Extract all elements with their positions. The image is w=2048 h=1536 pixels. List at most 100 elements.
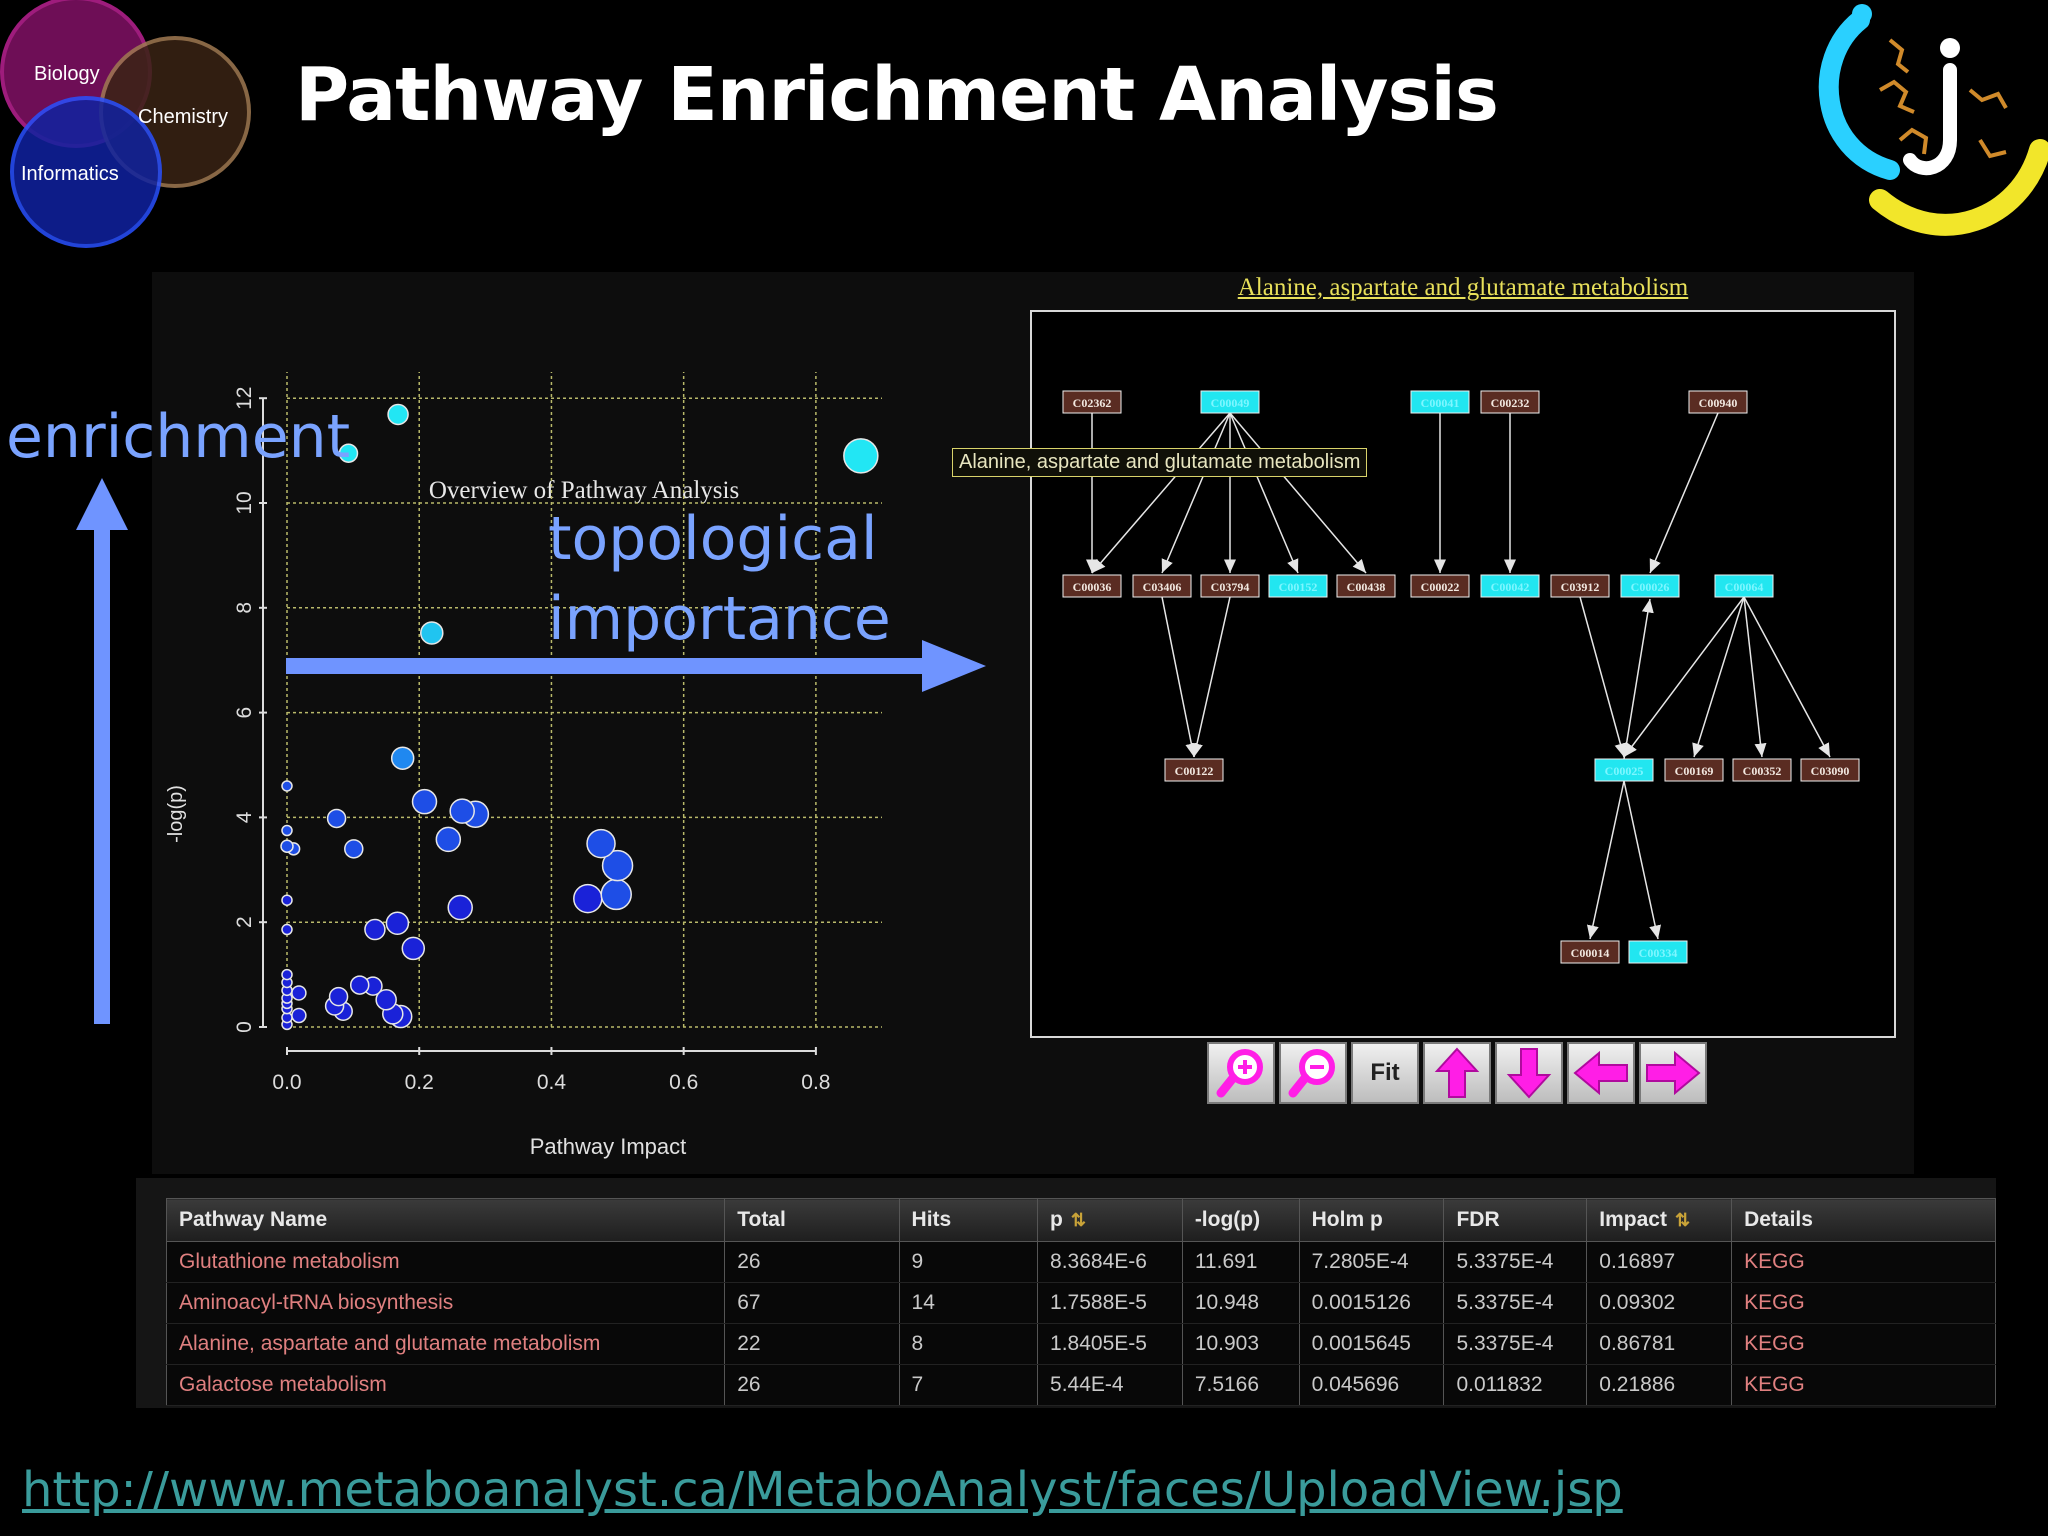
- pathway-point[interactable]: [385, 911, 410, 935]
- pathway-point[interactable]: [344, 839, 364, 859]
- pathway-point[interactable]: [281, 968, 293, 981]
- pathway-point[interactable]: [280, 839, 294, 853]
- pathway-point[interactable]: [349, 975, 370, 995]
- pathway-name-link[interactable]: Aminoacyl-tRNA biosynthesis: [165, 1282, 726, 1324]
- network-node[interactable]: C03406: [1132, 574, 1192, 598]
- pathway-point[interactable]: [338, 443, 359, 463]
- table-row[interactable]: Galactose metabolism 26 7 5.44E-4 7.5166 0.04…: [165, 1364, 1996, 1406]
- pathway-name-link[interactable]: Glutathione metabolism: [165, 1241, 726, 1283]
- pathway-point[interactable]: [390, 746, 415, 770]
- network-node[interactable]: C00026: [1620, 574, 1680, 598]
- network-node[interactable]: C00041: [1410, 390, 1470, 414]
- zoom-out-button[interactable]: [1279, 1042, 1347, 1104]
- pathway-point[interactable]: [291, 985, 307, 1001]
- col-header-impact[interactable]: Impact ⇅: [1586, 1198, 1733, 1242]
- network-node[interactable]: C00064: [1714, 574, 1774, 598]
- network-node[interactable]: C00025: [1594, 758, 1654, 782]
- network-node[interactable]: C00334: [1628, 940, 1688, 964]
- network-view[interactable]: C02362 C00049 C00041 C00232 C00940 C00036 C034…: [1030, 310, 1896, 1038]
- svg-text:C00025: C00025: [1605, 764, 1644, 778]
- pathway-point[interactable]: [375, 989, 397, 1011]
- pathway-point[interactable]: [281, 824, 293, 837]
- pathway-point[interactable]: [573, 883, 603, 914]
- pathway-point[interactable]: [420, 621, 444, 645]
- move-up-button[interactable]: [1423, 1042, 1491, 1104]
- pathway-point[interactable]: [328, 986, 349, 1007]
- svg-text:C00169: C00169: [1675, 764, 1714, 778]
- col-header-hits[interactable]: Hits: [898, 1198, 1039, 1242]
- move-down-button[interactable]: [1495, 1042, 1563, 1104]
- pathway-point[interactable]: [600, 878, 632, 911]
- svg-text:C03406: C03406: [1143, 580, 1182, 594]
- network-node[interactable]: C00049: [1200, 390, 1260, 414]
- details-link[interactable]: KEGG: [1731, 1282, 1996, 1324]
- table-cell: 9: [898, 1241, 1039, 1283]
- pathway-point[interactable]: [601, 849, 634, 882]
- col-header-neglogp[interactable]: -log(p): [1181, 1198, 1300, 1242]
- network-node[interactable]: C00438: [1336, 574, 1396, 598]
- topological-annotation-line1: topological: [548, 504, 878, 574]
- pathway-point[interactable]: [281, 780, 293, 792]
- pathway-point[interactable]: [326, 808, 347, 829]
- network-node[interactable]: C03794: [1200, 574, 1260, 598]
- slide-title: Pathway Enrichment Analysis: [295, 52, 1499, 138]
- col-header-pathway-name[interactable]: Pathway Name: [165, 1198, 726, 1242]
- network-node[interactable]: C00352: [1732, 758, 1792, 782]
- network-node[interactable]: C00042: [1480, 574, 1540, 598]
- pathway-name-link[interactable]: Galactose metabolism: [165, 1364, 726, 1406]
- zoom-in-button[interactable]: [1207, 1042, 1275, 1104]
- network-edge: [1743, 596, 1767, 758]
- network-node[interactable]: C00169: [1664, 758, 1724, 782]
- col-header-total[interactable]: Total: [724, 1198, 900, 1242]
- pathway-point[interactable]: [401, 936, 426, 961]
- pathway-point[interactable]: [281, 894, 293, 906]
- venn-label-biology: Biology: [34, 63, 100, 85]
- pathway-point[interactable]: [435, 826, 462, 853]
- pathway-point[interactable]: [364, 918, 386, 941]
- pathway-point[interactable]: [449, 798, 475, 824]
- pathway-point[interactable]: [843, 438, 879, 474]
- y-tick-label: 12: [233, 387, 256, 410]
- metaboanalyst-link[interactable]: http://www.metaboanalyst.ca/MetaboAnalys…: [22, 1462, 1623, 1518]
- fit-button[interactable]: Fit: [1351, 1042, 1419, 1104]
- table-row[interactable]: Glutathione metabolism 26 9 8.3684E-6 11.691…: [165, 1241, 1996, 1283]
- table-cell: 10.948: [1181, 1282, 1300, 1324]
- table-row[interactable]: Alanine, aspartate and glutamate metabol…: [165, 1323, 1996, 1365]
- details-link[interactable]: KEGG: [1731, 1241, 1996, 1283]
- pathway-point[interactable]: [447, 894, 473, 921]
- pathway-point[interactable]: [291, 1007, 307, 1024]
- col-header-details[interactable]: Details: [1731, 1198, 1996, 1242]
- move-left-button[interactable]: [1567, 1042, 1635, 1104]
- sort-icon[interactable]: ⇅: [1674, 1210, 1691, 1230]
- pathway-point[interactable]: [586, 828, 616, 859]
- col-header-p[interactable]: p ⇅: [1037, 1198, 1183, 1242]
- network-node[interactable]: C00122: [1164, 758, 1224, 782]
- chart-grid: [286, 372, 882, 1028]
- network-node[interactable]: C02362: [1062, 390, 1122, 414]
- pathway-name-link[interactable]: Alanine, aspartate and glutamate metabol…: [165, 1323, 726, 1365]
- network-node[interactable]: C00022: [1410, 574, 1470, 598]
- network-node[interactable]: C00940: [1688, 390, 1748, 414]
- pathway-point[interactable]: [411, 788, 438, 815]
- network-node[interactable]: C00014: [1560, 940, 1620, 964]
- details-link[interactable]: KEGG: [1731, 1364, 1996, 1406]
- network-node[interactable]: C00036: [1062, 574, 1122, 598]
- svg-text:C00152: C00152: [1279, 580, 1318, 594]
- col-header-fdr[interactable]: FDR: [1443, 1198, 1588, 1242]
- table-row[interactable]: Aminoacyl-tRNA biosynthesis 67 14 1.7588E-5…: [165, 1282, 1996, 1324]
- pathway-point[interactable]: [387, 403, 409, 426]
- move-right-button[interactable]: [1639, 1042, 1707, 1104]
- enrichment-arrow: [76, 478, 128, 1024]
- chart-axes: 0.0 0.2 0.4 0.6 0.8 0 2 4 6 8 10 12: [233, 387, 830, 1094]
- svg-text:C00064: C00064: [1725, 580, 1764, 594]
- pathway-point[interactable]: [281, 923, 293, 936]
- network-node[interactable]: C00232: [1480, 390, 1540, 414]
- network-node[interactable]: C03090: [1800, 758, 1860, 782]
- network-node[interactable]: C00152: [1268, 574, 1328, 598]
- network-title-link[interactable]: Alanine, aspartate and glutamate metabol…: [1237, 274, 1689, 301]
- col-header-holm-p[interactable]: Holm p: [1298, 1198, 1445, 1242]
- details-link[interactable]: KEGG: [1731, 1323, 1996, 1365]
- network-edge: [1586, 780, 1625, 940]
- sort-icon[interactable]: ⇅: [1070, 1210, 1086, 1230]
- network-node[interactable]: C03912: [1550, 574, 1610, 598]
